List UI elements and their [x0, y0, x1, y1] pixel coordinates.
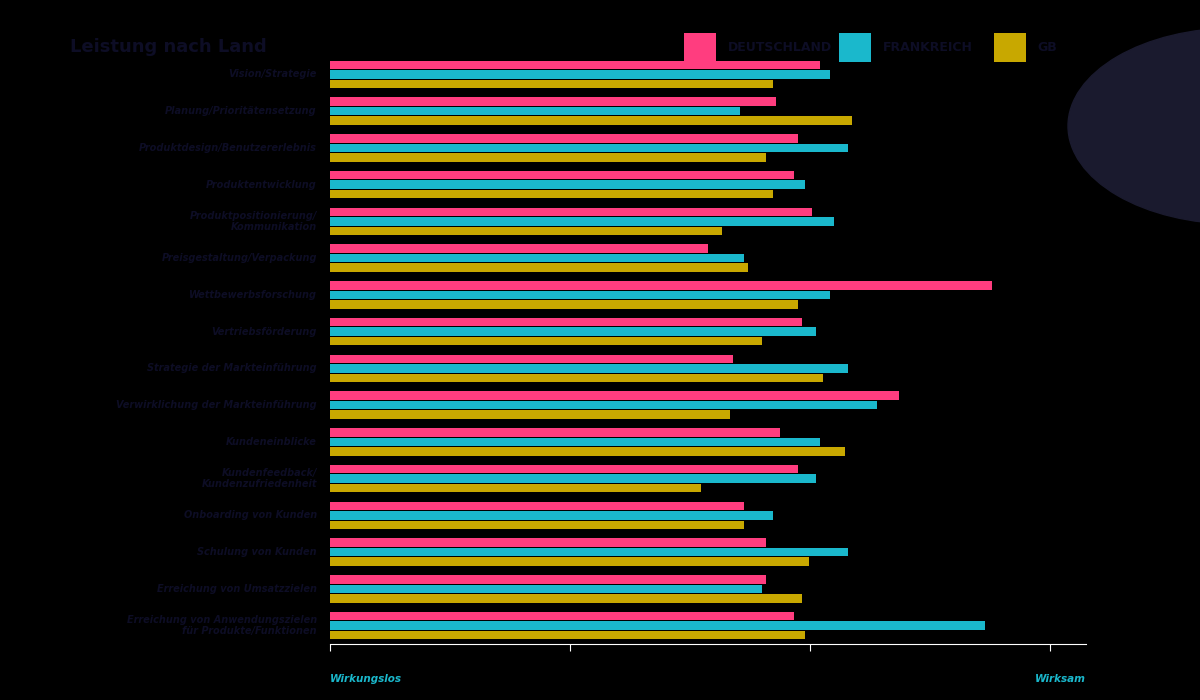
Bar [330, 144, 848, 152]
Text: Schulung von Kunden: Schulung von Kunden [197, 547, 317, 557]
Bar [330, 584, 762, 593]
Text: Verwirklichung der Markteinführung: Verwirklichung der Markteinführung [116, 400, 317, 410]
Text: Produktpositionierung/
Kommunikation: Produktpositionierung/ Kommunikation [190, 211, 317, 232]
Bar [330, 548, 848, 556]
Bar [330, 107, 740, 116]
Bar [330, 227, 722, 235]
Bar [330, 391, 899, 400]
Bar [330, 447, 845, 456]
Text: Kundeneinblicke: Kundeneinblicke [226, 437, 317, 447]
Bar [330, 70, 830, 78]
Bar [330, 410, 730, 419]
Bar [330, 475, 816, 483]
Bar [330, 97, 776, 106]
Text: GB: GB [1038, 41, 1057, 54]
Bar [330, 80, 773, 88]
Text: Wirksam: Wirksam [1036, 675, 1086, 685]
Bar [330, 217, 834, 225]
Bar [330, 171, 794, 179]
Text: Preisgestaltung/Verpackung: Preisgestaltung/Verpackung [161, 253, 317, 263]
Text: Kundenfeedback/
Kundenzufriedenheit: Kundenfeedback/ Kundenzufriedenheit [202, 468, 317, 489]
Bar [330, 337, 762, 345]
Text: Strategie der Markteinführung: Strategie der Markteinführung [148, 363, 317, 373]
Bar [330, 502, 744, 510]
Bar [330, 134, 798, 143]
Text: Planung/Prioritätensetzung: Planung/Prioritätensetzung [166, 106, 317, 116]
Text: Leistung nach Land: Leistung nach Land [71, 38, 268, 56]
Bar [330, 594, 802, 603]
Bar [330, 244, 708, 253]
Bar [330, 612, 794, 620]
Bar [330, 190, 773, 198]
Bar [330, 208, 812, 216]
Bar [330, 281, 992, 290]
Bar [330, 511, 773, 519]
Bar [330, 61, 820, 69]
Bar [330, 484, 701, 492]
Bar [330, 300, 798, 309]
Bar [330, 557, 809, 566]
FancyBboxPatch shape [684, 33, 716, 62]
Bar [330, 355, 733, 363]
FancyBboxPatch shape [995, 33, 1026, 62]
Bar [330, 374, 823, 382]
Text: Erreichung von Umsatzzielen: Erreichung von Umsatzzielen [157, 584, 317, 594]
Bar [330, 181, 805, 189]
Bar [330, 364, 848, 372]
Bar [330, 631, 805, 639]
Bar [330, 521, 744, 529]
Text: Erreichung von Anwendungszielen
für Produkte/Funktionen: Erreichung von Anwendungszielen für Prod… [126, 615, 317, 636]
Bar [330, 290, 830, 299]
Bar [330, 438, 820, 446]
FancyBboxPatch shape [839, 33, 871, 62]
Text: Vertriebsförderung: Vertriebsförderung [211, 327, 317, 337]
Text: FRANKREICH: FRANKREICH [883, 41, 972, 54]
Text: Produktdesign/Benutzererlebnis: Produktdesign/Benutzererlebnis [139, 143, 317, 153]
Text: Wettbewerbsforschung: Wettbewerbsforschung [188, 290, 317, 300]
Bar [330, 328, 816, 336]
Text: Wirkungslos: Wirkungslos [330, 675, 402, 685]
Text: Produktentwicklung: Produktentwicklung [206, 180, 317, 190]
Text: Onboarding von Kunden: Onboarding von Kunden [184, 510, 317, 520]
Text: DEUTSCHLAND: DEUTSCHLAND [727, 41, 832, 54]
Bar [330, 153, 766, 162]
Text: Vision/Strategie: Vision/Strategie [228, 69, 317, 79]
Bar [330, 622, 985, 630]
Bar [330, 538, 766, 547]
Bar [330, 465, 798, 473]
Bar [330, 575, 766, 584]
Bar [330, 401, 877, 410]
Bar [330, 254, 744, 262]
Bar [330, 116, 852, 125]
Bar [330, 428, 780, 437]
Bar [330, 263, 748, 272]
Bar [330, 318, 802, 326]
